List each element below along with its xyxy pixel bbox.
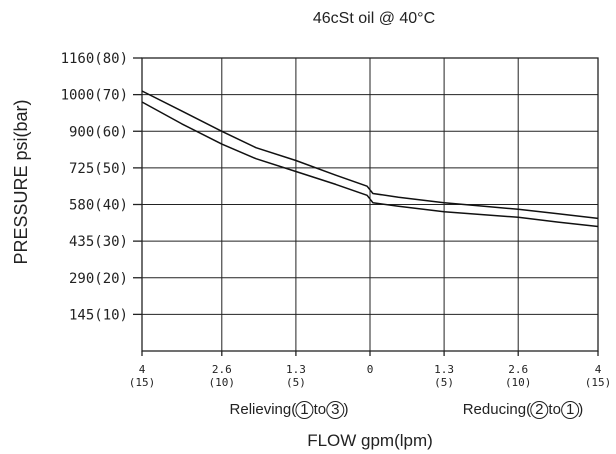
relieving-suffix: ) — [343, 401, 348, 418]
x-tick-label: 4 — [139, 363, 146, 376]
y-tick-label: 900(60) — [69, 124, 128, 140]
digit-circle — [295, 401, 314, 419]
chart-title: 46cSt oil @ 40°C — [313, 10, 435, 27]
series-layer — [141, 90, 599, 228]
y-tick-label: 145(10) — [69, 307, 128, 323]
digit-circle — [530, 401, 549, 419]
x-ticks: 4(15)2.6(10)1.3(5)0 1.3(5)2.6(10)4(15) — [129, 351, 612, 389]
reducing-to: 1 — [566, 401, 574, 418]
x-tick-label: 2.6 — [508, 363, 528, 376]
grid — [141, 58, 599, 351]
circle-marks — [295, 401, 580, 419]
series-line-1 — [141, 90, 599, 220]
x-tick-sublabel: (10) — [209, 376, 236, 389]
y-tick-label: 435(30) — [69, 234, 128, 250]
y-axis-label: PRESSURE psi(bar) — [11, 99, 31, 264]
relieving-prefix: Relieving( — [230, 401, 297, 418]
x-tick-label: 1.3 — [434, 363, 454, 376]
y-ticks: 145(10) 290(20) 435(30) 580(40) 725(50) 900(6… — [61, 51, 142, 323]
reducing-from: 2 — [535, 401, 543, 418]
y-tick-label: 725(50) — [69, 161, 128, 177]
x-tick-label: 4 — [595, 363, 602, 376]
y-tick-label: 1000(70) — [61, 88, 128, 104]
reducing-mid: to — [548, 401, 561, 418]
x-tick-sublabel: (5) — [286, 376, 306, 389]
relieving-from: 1 — [300, 401, 308, 418]
y-tick-label: 580(40) — [69, 198, 128, 214]
x-tick-sublabel: (15) — [129, 376, 156, 389]
x-tick-sublabel: (15) — [585, 376, 612, 389]
x-tick-sublabel: (10) — [505, 376, 532, 389]
digit-circle — [326, 401, 345, 419]
series-line-2 — [141, 101, 599, 228]
x-tick-label: 2.6 — [212, 363, 232, 376]
x-tick-sublabel: (5) — [434, 376, 454, 389]
y-tick-label: 1160(80) — [61, 51, 128, 67]
relieving-to: 3 — [331, 401, 339, 418]
y-tick-label: 290(20) — [69, 271, 128, 287]
relieving-mid: to — [314, 401, 327, 418]
reducing-prefix: Reducing( — [463, 401, 531, 418]
x-tick-label: 1.3 — [286, 363, 306, 376]
x-axis-label: FLOW gpm(lpm) — [307, 431, 433, 450]
relieving-label: Relieving(1 to 3) — [230, 401, 349, 418]
reducing-suffix: ) — [578, 401, 583, 418]
x-tick-label: 0 — [367, 363, 374, 376]
digit-circle — [561, 401, 580, 419]
reducing-label: Reducing(2 to 1) — [463, 401, 584, 418]
